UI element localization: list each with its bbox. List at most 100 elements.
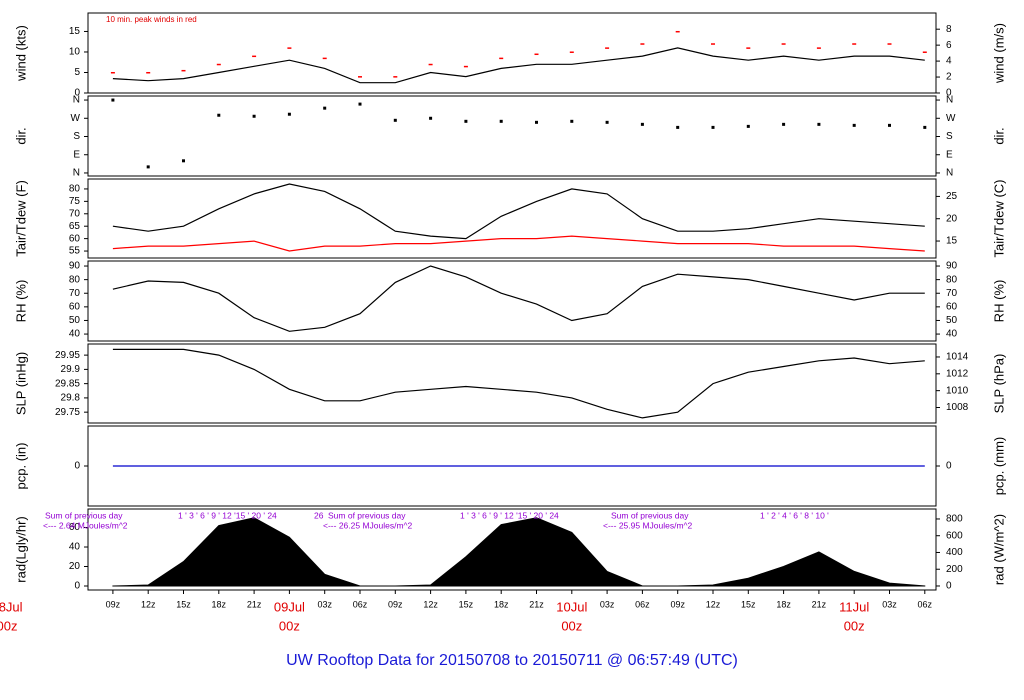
- y2-tick-label: 2: [946, 72, 952, 83]
- panel-frame: [87, 178, 937, 259]
- y-axis-label: pcp. (in): [13, 443, 28, 490]
- point: [782, 122, 786, 126]
- date-label: 11Jul: [839, 599, 869, 614]
- y-tick-label: 40: [69, 329, 81, 340]
- peak-mark: [605, 47, 610, 49]
- x-tick-label: 06z: [918, 599, 933, 609]
- chart-title: UW Rooftop Data for 20150708 to 20150711…: [286, 652, 738, 669]
- y2-tick-label: 50: [946, 315, 958, 326]
- panel-frame: [87, 12, 937, 94]
- peak-mark: [534, 53, 539, 56]
- point: [393, 118, 397, 122]
- y2-tick-label: 20: [946, 213, 958, 224]
- line: [112, 265, 925, 332]
- y-tick-label: 0: [74, 461, 80, 472]
- x-tick-label: 15z: [176, 599, 191, 609]
- y2-tick-label: 1014: [946, 352, 969, 363]
- y2-tick-label: 0: [946, 461, 952, 472]
- y-tick-label: 70: [69, 208, 81, 219]
- y2-tick-label: 600: [946, 530, 963, 541]
- peak-mark: [746, 47, 751, 49]
- panel: [112, 517, 926, 587]
- x-tick-label: 09z: [670, 599, 685, 609]
- y-tick-label: 40: [69, 542, 81, 553]
- y2-tick-label: 70: [946, 288, 958, 299]
- peak-mark: [711, 43, 715, 45]
- line: [112, 183, 925, 240]
- y-tick-label: N: [73, 168, 80, 179]
- peak-mark: [463, 65, 468, 68]
- y2-tick-label: 0: [946, 581, 952, 592]
- y-tick-label: 60: [69, 233, 81, 244]
- y2-tick-label: 40: [946, 329, 958, 340]
- y-axis-label: wind (kts): [13, 25, 28, 82]
- y2-tick-label: 400: [946, 547, 963, 558]
- x-tick-label: 21z: [247, 599, 262, 609]
- peak-mark: [110, 71, 115, 74]
- hour-mark: 26: [314, 510, 324, 520]
- peak-mark: [887, 43, 892, 45]
- y2-tick-label: N: [946, 168, 953, 179]
- peak-mark: [393, 76, 398, 78]
- panel: [111, 98, 927, 169]
- annotation: Sum of previous day: [328, 510, 406, 520]
- x-tick-label: 15z: [459, 599, 474, 609]
- peak-mark: [640, 43, 645, 45]
- point: [499, 119, 503, 123]
- y-axis-label: Tair/Tdew (F): [13, 180, 28, 257]
- panel-frame: [87, 343, 937, 424]
- y-tick-label: 0: [74, 581, 80, 592]
- point: [146, 165, 150, 169]
- y2-axis-label: RH (%): [991, 280, 1006, 323]
- y2-axis-label: wind (m/s): [991, 23, 1006, 84]
- x-tick-label: 21z: [812, 599, 827, 609]
- annotation: <--- 26.25 MJoules/m^2: [323, 520, 413, 530]
- panel-frame: [87, 260, 937, 342]
- annotation: <--- 2.64 MJoules/m^2: [43, 520, 128, 530]
- y2-axis-label: dir.: [991, 127, 1006, 144]
- panel: [112, 348, 925, 419]
- point: [711, 125, 715, 129]
- panel: [112, 265, 925, 332]
- x-tick-label: 03z: [882, 599, 897, 609]
- peak-mark: [816, 47, 821, 49]
- y2-tick-label: N: [946, 95, 953, 106]
- y2-tick-label: 0: [946, 88, 952, 99]
- y-tick-label: W: [71, 113, 81, 124]
- y2-axis-label: Tair/Tdew (C): [991, 179, 1006, 257]
- x-tick-label: 00z: [561, 618, 582, 633]
- point: [535, 120, 538, 124]
- y2-tick-label: 1008: [946, 402, 969, 413]
- hour-mark: 1 ' 3 ' 6 ' 9 ' 12 '15 ' 20 ' 24: [460, 510, 559, 520]
- area: [112, 517, 926, 587]
- point: [323, 106, 327, 110]
- y-tick-label: 90: [69, 261, 81, 272]
- hour-mark: 1 ' 3 ' 6 ' 9 ' 12 '15 ' 20 ' 24: [178, 510, 277, 520]
- point: [111, 98, 115, 102]
- y-tick-label: 65: [69, 221, 81, 232]
- x-tick-label: 00z: [279, 618, 300, 633]
- annotation: 10 min. peak winds in red: [106, 15, 197, 24]
- x-tick-label: 06z: [635, 599, 650, 609]
- panel-frame: [87, 425, 937, 507]
- line: [112, 235, 925, 252]
- y2-tick-label: 4: [946, 56, 952, 67]
- y2-tick-label: W: [946, 113, 956, 124]
- x-tick-label: 09z: [106, 599, 121, 609]
- peak-mark: [922, 51, 927, 53]
- y-tick-label: 80: [69, 274, 81, 285]
- point: [923, 125, 927, 129]
- peak-mark: [252, 55, 257, 58]
- y-tick-label: 55: [69, 246, 81, 257]
- x-tick-label: 21z: [529, 599, 544, 609]
- x-tick-label: 03z: [600, 599, 615, 609]
- y-axis-label: SLP (inHg): [13, 352, 28, 415]
- point: [358, 102, 362, 106]
- line: [112, 348, 925, 419]
- x-tick-label: 18z: [776, 599, 791, 609]
- point: [252, 114, 256, 118]
- panel: [110, 30, 927, 84]
- x-tick-label: 18z: [494, 599, 509, 609]
- y-tick-label: 60: [69, 301, 81, 312]
- x-tick-label: 09z: [388, 599, 403, 609]
